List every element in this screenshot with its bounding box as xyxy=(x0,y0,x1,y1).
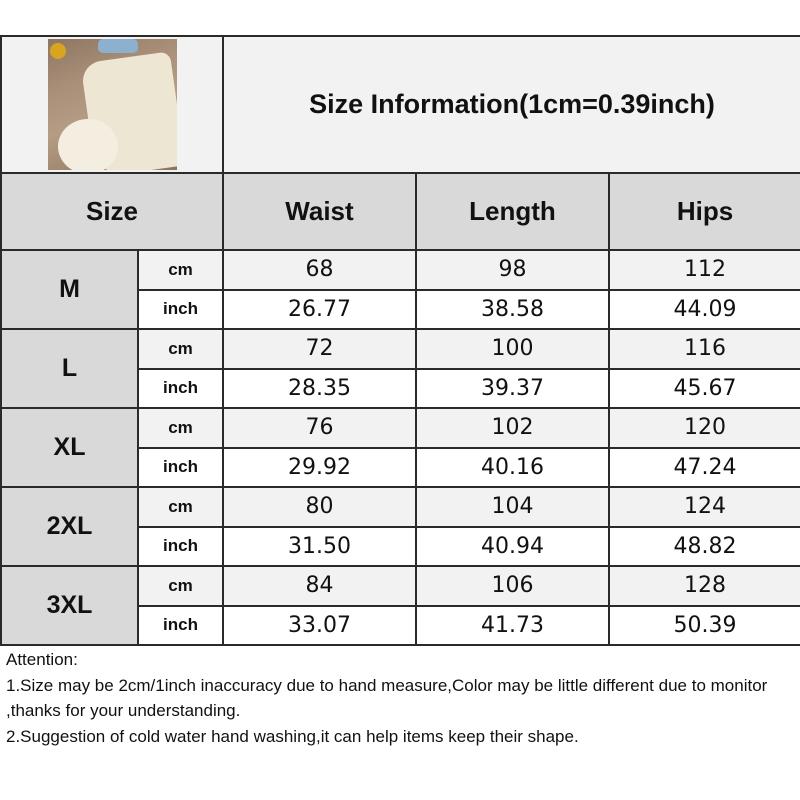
chart-title: Size Information(1cm=0.39inch) xyxy=(222,35,800,174)
hips-value: 47.24 xyxy=(608,446,800,488)
table-row: inch 26.77 38.58 44.09 xyxy=(1,288,800,330)
unit-label: cm xyxy=(137,328,224,370)
size-label: M xyxy=(0,249,139,330)
product-photo-cell xyxy=(0,35,224,174)
waist-value: 72 xyxy=(222,328,417,370)
header-waist: Waist xyxy=(222,172,417,251)
unit-label: cm xyxy=(137,249,224,291)
unit-label: cm xyxy=(137,407,224,449)
hips-value: 50.39 xyxy=(608,604,800,646)
length-value: 102 xyxy=(415,407,610,449)
unit-label: inch xyxy=(137,525,224,567)
table-row: 3XL cm 84 106 128 xyxy=(0,565,800,646)
table-row: XL cm 76 102 120 xyxy=(0,407,800,488)
note-2: 2.Suggestion of cold water hand washing,… xyxy=(6,726,579,746)
size-label: L xyxy=(0,328,139,409)
product-photo xyxy=(47,39,177,170)
waist-value: 80 xyxy=(222,486,417,528)
waist-value: 29.92 xyxy=(222,446,417,488)
hips-value: 48.82 xyxy=(608,525,800,567)
length-value: 100 xyxy=(415,328,610,370)
size-label: 2XL xyxy=(0,486,139,567)
table-row: inch 31.50 40.94 48.82 xyxy=(1,525,800,567)
length-value: 39.37 xyxy=(415,367,610,409)
waist-value: 26.77 xyxy=(222,288,417,330)
hips-value: 120 xyxy=(608,407,800,449)
size-chart-table: Size Information(1cm=0.39inch) Size Wais… xyxy=(0,35,800,646)
unit-label: inch xyxy=(137,288,224,330)
length-value: 41.73 xyxy=(415,604,610,646)
notes: Attention: 1.Size may be 2cm/1inch inacc… xyxy=(6,647,796,749)
waist-value: 28.35 xyxy=(222,367,417,409)
notes-heading: Attention: xyxy=(6,650,78,669)
length-value: 106 xyxy=(415,565,610,607)
table-row: inch 29.92 40.16 47.24 xyxy=(1,446,800,488)
unit-label: inch xyxy=(137,446,224,488)
size-label: XL xyxy=(0,407,139,488)
waist-value: 76 xyxy=(222,407,417,449)
length-value: 40.94 xyxy=(415,525,610,567)
note-1: 1.Size may be 2cm/1inch inaccuracy due t… xyxy=(6,675,768,721)
hips-value: 124 xyxy=(608,486,800,528)
length-value: 104 xyxy=(415,486,610,528)
unit-label: cm xyxy=(137,486,224,528)
length-value: 40.16 xyxy=(415,446,610,488)
hips-value: 44.09 xyxy=(608,288,800,330)
unit-label: inch xyxy=(137,367,224,409)
length-value: 38.58 xyxy=(415,288,610,330)
waist-value: 84 xyxy=(222,565,417,607)
waist-value: 68 xyxy=(222,249,417,291)
header-size: Size xyxy=(0,172,224,251)
unit-label: cm xyxy=(137,565,224,607)
table-row: 2XL cm 80 104 124 xyxy=(0,486,800,567)
hips-value: 128 xyxy=(608,565,800,607)
header-length: Length xyxy=(415,172,610,251)
waist-value: 31.50 xyxy=(222,525,417,567)
hips-value: 116 xyxy=(608,328,800,370)
size-label: 3XL xyxy=(0,565,139,646)
table-row: inch 28.35 39.37 45.67 xyxy=(1,367,800,409)
waist-value: 33.07 xyxy=(222,604,417,646)
length-value: 98 xyxy=(415,249,610,291)
header-hips: Hips xyxy=(608,172,800,251)
table-row: inch 33.07 41.73 50.39 xyxy=(1,604,800,646)
hips-value: 112 xyxy=(608,249,800,291)
unit-label: inch xyxy=(137,604,224,646)
hips-value: 45.67 xyxy=(608,367,800,409)
